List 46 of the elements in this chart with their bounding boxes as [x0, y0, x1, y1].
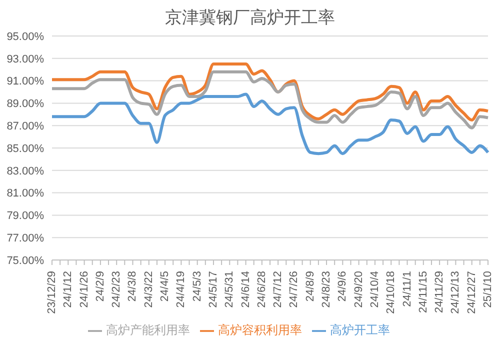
y-tick-label: 77.00% [6, 232, 44, 245]
x-tick-label: 24/10/18 [385, 271, 398, 314]
legend-label: 高炉开工率 [330, 323, 390, 337]
x-tick-label: 24/1/12 [62, 271, 74, 308]
x-tick-label: 24/12/13 [450, 271, 462, 314]
legend-label: 高炉容积利用率 [218, 323, 302, 337]
x-tick-label: 24/9/6 [336, 271, 349, 302]
x-tick-label: 24/11/1 [401, 271, 414, 307]
y-tick-label: 79.00% [6, 210, 44, 222]
x-tick-label: 24/8/23 [320, 271, 333, 308]
x-tick-label: 24/7/26 [288, 271, 300, 308]
x-tick-label: 24/5/3 [191, 271, 204, 302]
y-tick-label: 87.00% [6, 120, 44, 133]
y-tick-label: 95.00% [6, 30, 44, 43]
x-tick-label: 24/3/8 [126, 271, 139, 302]
y-tick-label: 91.00% [6, 76, 44, 88]
y-tick-label: 89.00% [6, 98, 44, 110]
line-series [50, 62, 490, 122]
y-tick-label: 85.00% [6, 142, 44, 155]
x-tick-label: 24/10/4 [368, 271, 381, 308]
x-tick-label: 24/4/19 [175, 271, 188, 308]
x-tick-label: 24/11/15 [417, 271, 430, 314]
legend-label: 高炉产能利用率 [106, 323, 190, 337]
y-tick-label: 83.00% [6, 165, 44, 178]
x-tick-label: 24/7/12 [272, 271, 284, 308]
line-series [50, 92, 490, 156]
x-tick-label: 24/1/26 [78, 271, 90, 308]
x-tick-label: 23/12/29 [46, 271, 58, 314]
y-tick-label: 93.00% [6, 53, 44, 66]
chart-title: 京津冀钢厂高炉开工率 [164, 7, 336, 29]
x-tick-label: 24/8/9 [304, 271, 316, 302]
x-tick-label: 24/2/23 [110, 271, 123, 308]
x-tick-label: 24/4/5 [159, 271, 172, 302]
x-tick-label: 24/11/29 [434, 271, 446, 314]
x-tick-label: 25/1/10 [482, 271, 494, 308]
x-tick-label: 24/6/28 [256, 271, 268, 308]
x-tick-label: 24/12/27 [466, 271, 478, 314]
y-tick-label: 81.00% [6, 188, 44, 200]
x-tick-label: 24/3/22 [142, 271, 155, 308]
x-tick-label: 24/9/20 [352, 271, 365, 308]
x-tick-label: 24/5/17 [207, 271, 220, 308]
x-tick-label: 24/5/31 [224, 271, 236, 308]
line-series [50, 70, 490, 130]
x-tick-label: 24/6/14 [240, 271, 252, 308]
y-tick-label: 75.00% [6, 254, 44, 267]
x-tick-label: 24/2/9 [94, 271, 106, 302]
